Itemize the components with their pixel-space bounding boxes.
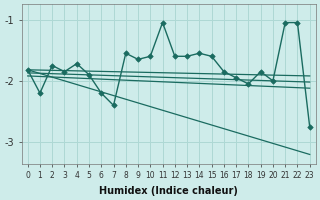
X-axis label: Humidex (Indice chaleur): Humidex (Indice chaleur)	[99, 186, 238, 196]
